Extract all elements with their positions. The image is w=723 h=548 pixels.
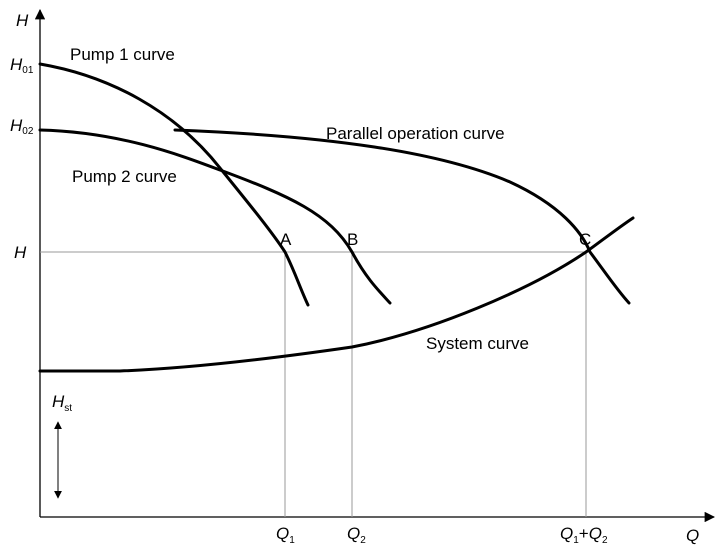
tick-q2: Q2 [347,524,366,546]
static-head-label: Hst [52,392,72,414]
tick-q1: Q1 [276,524,295,546]
tick-h: H [14,243,27,262]
tick-h01: H01 [10,55,34,76]
pump-1-curve-label: Pump 1 curve [70,45,175,64]
system-curve-label: System curve [426,334,529,353]
x-axis-label: Q [686,526,699,545]
point-c-label: C [579,230,591,249]
parallel-operation-curve [173,128,631,305]
y-axis-label: H [16,11,29,30]
pump-1-curve [38,62,310,307]
pump-2-curve [38,128,392,305]
pump-2-curve-label: Pump 2 curve [72,167,177,186]
parallel-curve-label: Parallel operation curve [326,124,505,143]
tick-q1-plus-q2: Q1+Q2 [560,524,608,546]
system-curve [38,216,635,373]
point-a-label: A [280,230,292,249]
point-b-label: B [347,230,358,249]
tick-h02: H02 [10,116,34,137]
